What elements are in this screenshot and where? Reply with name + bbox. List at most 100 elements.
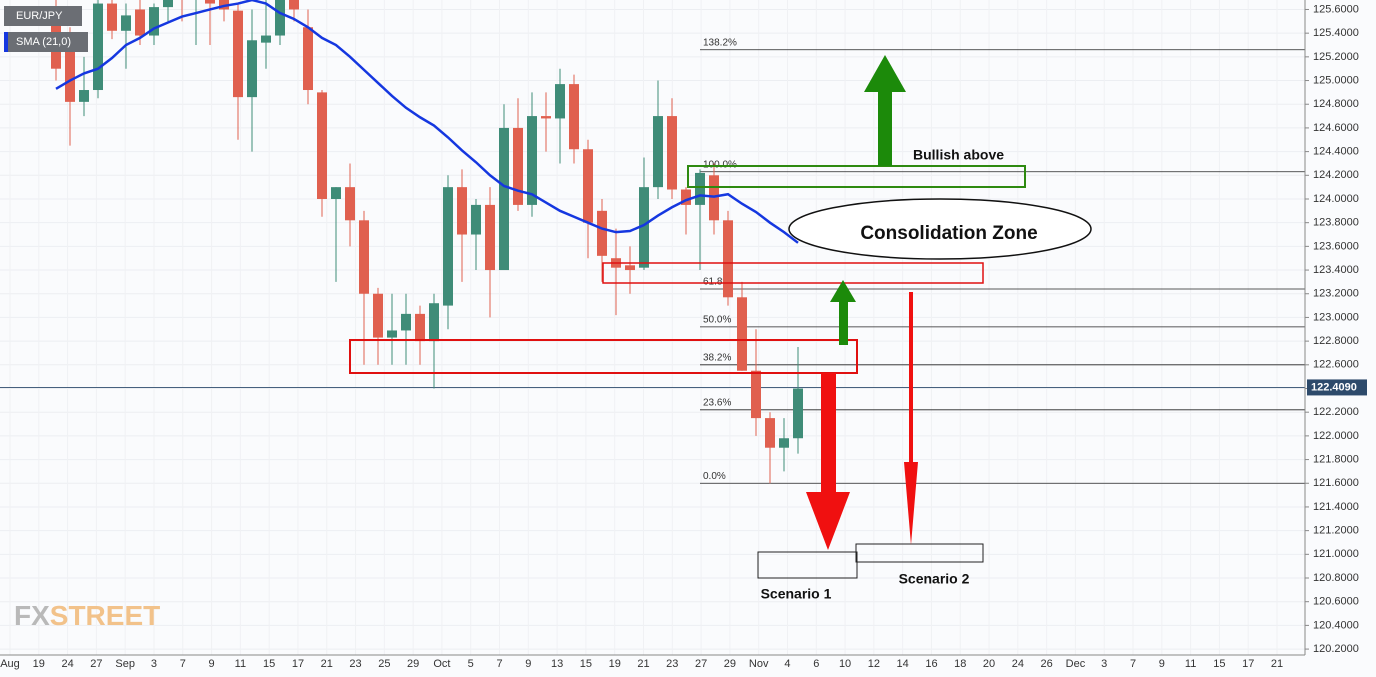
candle-body <box>205 0 215 4</box>
y-tick-label: 122.2000 <box>1313 406 1359 418</box>
x-tick-label: 20 <box>983 658 995 670</box>
logo-part: STREET <box>50 600 160 631</box>
fib-label: 138.2% <box>703 37 737 48</box>
candle-body <box>583 149 593 223</box>
candle-body <box>723 220 733 298</box>
candle-body <box>387 330 397 338</box>
candle-body <box>317 92 327 199</box>
x-tick-label: 19 <box>609 658 621 670</box>
x-tick-label: 7 <box>496 658 502 670</box>
bullish-zone <box>687 165 1026 188</box>
x-tick-label: 9 <box>525 658 531 670</box>
legend-box <box>4 32 88 52</box>
logo-part: FX <box>14 600 50 631</box>
y-tick-label: 125.4000 <box>1313 27 1359 39</box>
x-tick-label: 29 <box>407 658 419 670</box>
candle-body <box>415 313 425 342</box>
y-tick-label: 124.2000 <box>1313 169 1359 181</box>
candle-body <box>345 187 355 221</box>
candle-body <box>639 187 649 268</box>
x-tick-label: 21 <box>321 658 333 670</box>
y-tick-label: 121.0000 <box>1313 548 1359 560</box>
candle-body <box>737 297 747 371</box>
candle-body <box>667 116 677 190</box>
x-tick-label: 26 <box>1041 658 1053 670</box>
annotations: Bullish above Consolidation Zone Scenari… <box>349 55 1092 602</box>
legend-box <box>4 6 82 26</box>
y-tick-label: 120.2000 <box>1313 643 1359 655</box>
annotation: Bullish above <box>913 147 1004 163</box>
axes: 120.2000 120.4000 120.6000 120.8000 121.0000… <box>0 3 1367 670</box>
candle-body <box>457 187 467 235</box>
x-tick-label: 23 <box>666 658 678 670</box>
x-tick-label: 29 <box>724 658 736 670</box>
x-tick-label: 15 <box>1213 658 1225 670</box>
y-tick-label: 122.6000 <box>1313 359 1359 371</box>
candle-body <box>93 3 103 91</box>
sma-line <box>55 0 799 244</box>
candle-body <box>555 84 565 119</box>
y-tick-label: 122.8000 <box>1313 335 1359 347</box>
x-tick-label: 24 <box>61 658 73 670</box>
x-tick-label: 3 <box>151 658 157 670</box>
candle-body <box>135 9 145 36</box>
x-tick-label: 13 <box>551 658 563 670</box>
y-tick-label: 123.0000 <box>1313 311 1359 323</box>
y-tick-label: 124.0000 <box>1313 193 1359 205</box>
y-tick-label: 121.4000 <box>1313 501 1359 513</box>
candle-body <box>331 187 341 199</box>
y-tick-label: 123.4000 <box>1313 264 1359 276</box>
y-tick-label: 123.2000 <box>1313 288 1359 300</box>
candle-body <box>289 0 299 10</box>
y-tick-label: 125.2000 <box>1313 51 1359 63</box>
x-tick-label: 5 <box>468 658 474 670</box>
candle-body <box>541 116 551 119</box>
x-tick-label: 11 <box>235 658 246 670</box>
candle-body <box>513 127 523 205</box>
candle-body <box>373 293 383 338</box>
candle-body <box>401 313 411 331</box>
x-tick-label: Aug <box>0 658 20 670</box>
x-tick-label: 15 <box>580 658 592 670</box>
x-tick-label: 10 <box>839 658 851 670</box>
x-tick-label: 27 <box>90 658 102 670</box>
annotation: Scenario 2 <box>899 571 970 587</box>
x-tick-label: 24 <box>1012 658 1024 670</box>
candle-body <box>569 84 579 150</box>
arrow-down <box>904 292 918 545</box>
x-tick-label: 7 <box>1130 658 1136 670</box>
x-tick-label: 21 <box>637 658 649 670</box>
candle-body <box>233 10 243 98</box>
candle-body <box>65 40 75 102</box>
resistance-zone <box>602 262 984 284</box>
candle-body <box>275 0 285 36</box>
y-tick-label: 123.6000 <box>1313 240 1359 252</box>
x-tick-label: 12 <box>868 658 880 670</box>
legend-label: SMA (21,0) <box>16 36 71 48</box>
annotation: Consolidation Zone <box>860 223 1037 244</box>
x-tick-label: 4 <box>784 658 790 670</box>
last-price-label: 122.4090 <box>1311 381 1357 393</box>
last-price-box <box>1307 379 1367 396</box>
fib-label: 38.2% <box>703 352 731 363</box>
plot <box>0 0 1305 484</box>
candle-body <box>695 172 705 205</box>
fib-label: 0.0% <box>703 471 726 482</box>
grid <box>0 8 1305 650</box>
candle-body <box>597 210 607 256</box>
y-tick-label: 120.4000 <box>1313 619 1359 631</box>
candle-body <box>79 90 89 102</box>
x-tick-label: 18 <box>954 658 966 670</box>
y-tick-label: 124.6000 <box>1313 122 1359 134</box>
candle-body <box>107 3 117 31</box>
y-tick-label: 123.8000 <box>1313 217 1359 229</box>
target-box <box>757 551 858 579</box>
candle-body <box>793 388 803 439</box>
x-tick-label: Oct <box>433 658 450 670</box>
y-tick-label: 120.8000 <box>1313 572 1359 584</box>
consolidation-ellipse <box>788 198 1092 260</box>
legend: EUR/JPY SMA (21,0) <box>4 6 88 52</box>
x-tick-label: 9 <box>1159 658 1165 670</box>
